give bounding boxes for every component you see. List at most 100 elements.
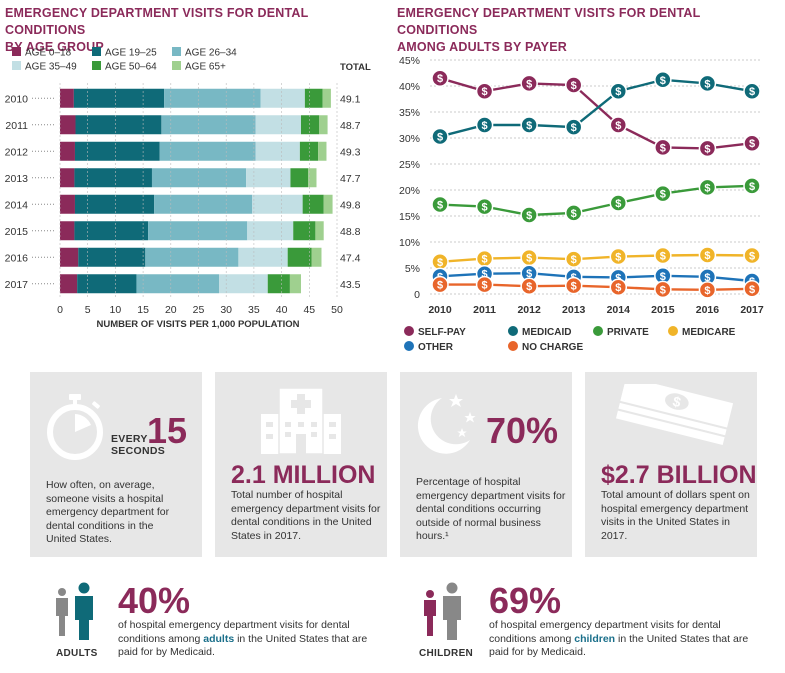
dollar-marker: $ [571,208,577,220]
total-value: 43.5 [340,279,361,291]
dollar-marker: $ [526,78,532,90]
total-value: 49.1 [340,93,361,105]
bar-segment [260,88,305,108]
cost-number: $2.7 BILLION [601,461,757,489]
adults-highlight: adults [203,632,235,645]
x-tick-label: 50 [331,304,343,316]
children-icon [424,582,461,640]
money-stack-icon: $ [615,384,734,445]
bar-segment [246,168,291,188]
after-hours-description: Percentage of hospital emergency departm… [416,476,566,542]
data-point [698,74,717,93]
legend-swatch [172,47,181,56]
y-tick-label: 25% [399,159,420,171]
children-text-after: in the United States that are paid for b… [489,632,749,659]
bar-segment [255,141,300,161]
x-tick-label: 2010 [428,304,452,316]
bar-segment [318,141,327,161]
row-label: 2017 [5,279,29,291]
dollar-marker: $ [660,271,666,283]
x-tick-label: 2013 [562,304,586,316]
stopwatch-icon [47,394,103,460]
svg-text:$: $ [671,393,683,410]
right-chart-title-line2: AMONG ADULTS BY PAYER [397,40,567,54]
left-chart-title-line1: EMERGENCY DEPARTMENT VISITS FOR DENTAL C… [5,6,309,37]
adults-label: ADULTS [56,648,98,659]
bar-segment [319,115,328,135]
dollar-marker: $ [482,254,488,266]
data-point [475,275,494,294]
data-point [654,71,672,89]
bar-segment [304,88,323,108]
row-label: 2014 [5,199,29,211]
data-point [609,116,628,134]
data-point [609,278,628,296]
stat-card-frequency: EVERY SECONDS 15 How often, on average, … [30,372,202,557]
adults-icon [56,582,93,640]
data-point [743,134,761,152]
x-tick-label: 35 [248,304,260,316]
legend-dot [593,326,603,336]
data-point [698,139,717,158]
x-tick-label: 2015 [651,304,675,316]
age-group-bar-chart: AGE 0–18 AGE 19–25 AGE 26–34 AGE 35–49 AGE 5… [5,47,371,330]
x-tick-label: 2011 [473,304,496,316]
dollar-marker: $ [704,272,710,284]
x-tick-label: 2017 [740,304,764,316]
data-point [431,127,449,146]
data-point [743,246,761,265]
total-value: 47.4 [340,252,361,264]
dollar-marker: $ [704,182,710,194]
left-chart-title: EMERGENCY DEPARTMENT VISITS FOR DENTAL C… [5,5,385,56]
dollar-marker: $ [660,189,666,201]
dollar-marker: $ [482,202,488,214]
data-point [520,206,538,224]
dollar-marker: $ [571,80,577,92]
dollar-marker: $ [482,120,488,132]
bar-segment [151,168,247,188]
every-label: EVERY [111,433,148,445]
bar-segment [60,88,74,108]
dollar-marker: $ [526,120,532,132]
dollar-marker: $ [615,272,621,284]
bar-segment [74,194,155,214]
legend-dot [668,326,678,336]
dollar-marker: $ [615,198,621,210]
total-value: 48.7 [340,120,361,132]
bar-segment [74,168,152,188]
legend-label: AGE 19–25 [105,48,157,59]
bar-segment [73,88,165,108]
bar-segment [302,194,324,214]
dollar-marker: $ [660,284,666,296]
dollar-marker: $ [571,254,577,266]
data-point [698,246,717,264]
bar-segment [287,247,312,267]
bar-segment [164,88,261,108]
x-tick-label: 2012 [517,304,541,316]
frequency-description: How often, on average, someone visits a … [46,479,170,545]
dollar-marker: $ [526,268,532,280]
bar-segment [60,115,76,135]
row-label: 2011 [5,120,28,132]
total-value: 49.3 [340,146,361,158]
data-point [698,178,717,197]
dollar-marker: $ [482,269,488,281]
y-tick-label: 20% [399,185,420,197]
legend-swatch [12,47,21,56]
data-point [654,280,672,299]
bar-segment [308,168,317,188]
dollar-marker: $ [749,138,755,150]
bar-segment [78,247,146,267]
x-tick-label: 25 [193,304,205,316]
legend-label: MEDICAID [522,327,571,338]
y-tick-label: 40% [399,81,420,93]
bar-segment [311,247,322,267]
x-tick-label: 45 [303,304,315,316]
legend-label: OTHER [418,342,454,353]
dollar-marker: $ [437,73,443,85]
x-tick-label: 20 [165,304,177,316]
legend-label: AGE 0–18 [25,48,72,59]
bar-segment [60,274,78,294]
bar-segment [75,115,162,135]
dollar-marker: $ [704,250,710,262]
